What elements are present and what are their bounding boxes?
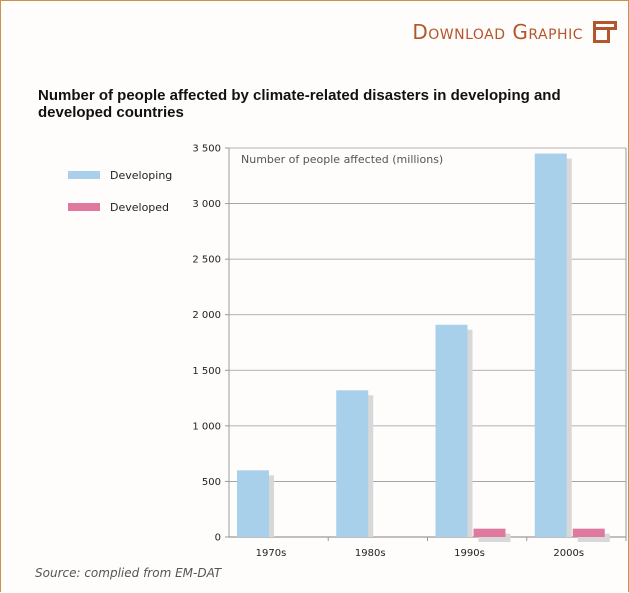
bar-shadow bbox=[478, 533, 511, 542]
bar-developed bbox=[473, 528, 506, 537]
source-note: Source: complied from EM-DAT bbox=[35, 566, 222, 580]
bar-shadow bbox=[577, 533, 610, 542]
bar-developing bbox=[435, 324, 468, 537]
download-graphic-label: Download Graphic bbox=[412, 20, 583, 44]
y-tick-label: 0 bbox=[215, 533, 221, 544]
window-icon bbox=[593, 21, 617, 43]
legend-label-developing: Developing bbox=[110, 168, 173, 182]
bar-developing bbox=[336, 390, 369, 537]
x-tick-label: 2000s bbox=[553, 548, 584, 559]
x-tick-label: 1970s bbox=[256, 548, 287, 559]
y-tick-label: 1 500 bbox=[192, 366, 221, 377]
bar-developing bbox=[237, 470, 269, 537]
y-tick-label: 3 000 bbox=[192, 199, 221, 210]
bar-developing bbox=[534, 153, 567, 538]
legend-swatch-developing bbox=[68, 171, 100, 179]
x-tick-label: 1990s bbox=[454, 548, 485, 559]
x-tick-label: 1980s bbox=[355, 548, 386, 559]
y-tick-label: 2 500 bbox=[192, 255, 221, 266]
legend-item-developing: Developing bbox=[68, 168, 172, 182]
y-tick-label: 2 000 bbox=[192, 310, 221, 321]
legend-label-developed: Developed bbox=[110, 200, 170, 214]
download-graphic-button[interactable]: Download Graphic bbox=[412, 20, 617, 44]
y-axis-title: Number of people affected (millions) bbox=[241, 153, 443, 166]
legend-item-developed: Developed bbox=[68, 200, 172, 214]
y-tick-label: 1 000 bbox=[192, 421, 221, 432]
legend-swatch-developed bbox=[68, 203, 100, 211]
legend: Developing Developed bbox=[68, 168, 172, 232]
y-tick-label: 3 500 bbox=[192, 144, 221, 155]
chart-title: Number of people affected by climate-rel… bbox=[38, 87, 561, 121]
bar-developed bbox=[572, 528, 605, 537]
y-tick-label: 500 bbox=[202, 477, 221, 488]
